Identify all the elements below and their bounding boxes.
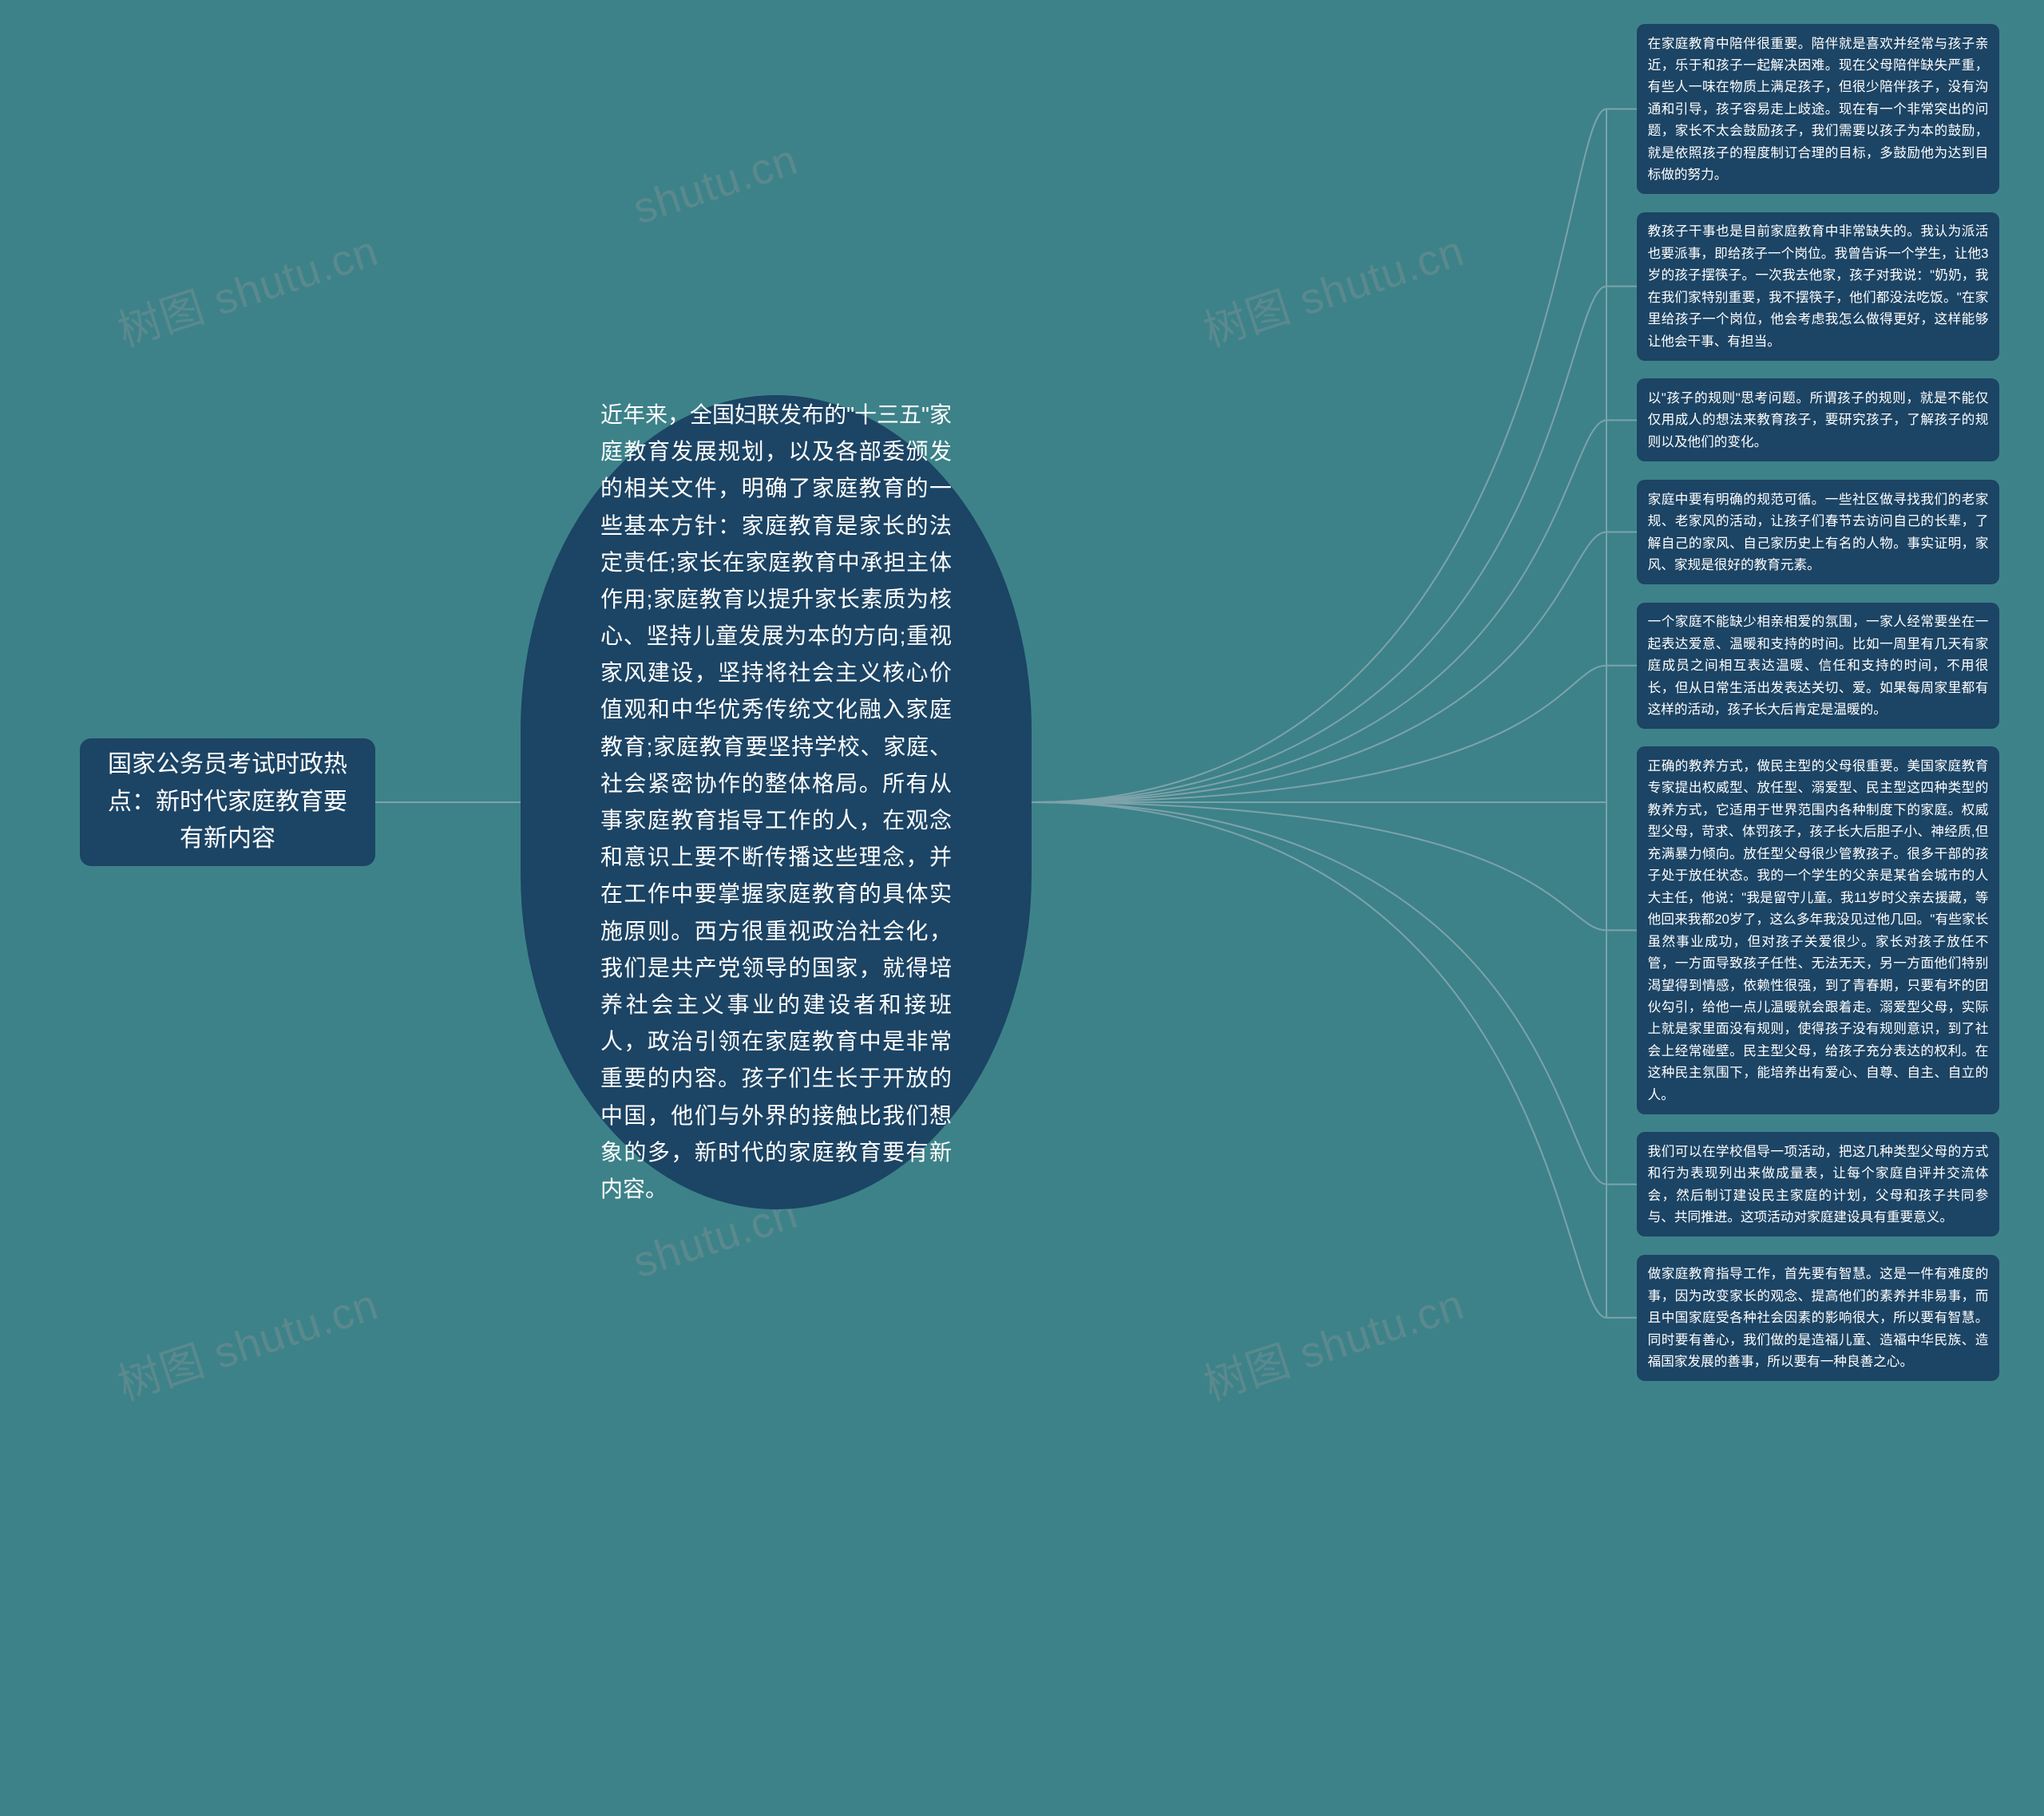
- canvas: 树图 shutu.cn shutu.cn 树图 shutu.cn 树图 shutu.c…: [0, 0, 2044, 1816]
- leaf-text: 在家庭教育中陪伴很重要。陪伴就是喜欢并经常与孩子亲近，乐于和孩子一起解决困难。现…: [1648, 36, 1989, 183]
- leaf-text: 教孩子干事也是目前家庭教育中非常缺失的。我认为派活也要派事，即给孩子一个岗位。我…: [1648, 224, 1989, 348]
- leaf-text: 家庭中要有明确的规范可循。一些社区做寻找我们的老家规、老家风的活动，让孩子们春节…: [1648, 492, 1989, 572]
- watermark: 树图 shutu.cn: [1194, 1269, 1471, 1413]
- leaf-text: 一个家庭不能缺少相亲相爱的氛围，一家人经常要坐在一起表达爱意、温暖和支持的时间。…: [1648, 614, 1989, 717]
- leaf-text: 做家庭教育指导工作，首先要有智慧。这是一件有难度的事，因为改变家长的观念、提高他…: [1648, 1266, 1989, 1369]
- leaf-text: 以"孩子的规则"思考问题。所谓孩子的规则，就是不能仅仅用成人的想法来教育孩子，要…: [1648, 390, 1989, 449]
- leaf-node[interactable]: 我们可以在学校倡导一项活动，把这几种类型父母的方式和行为表现列出来做成量表，让每…: [1637, 1132, 1999, 1236]
- leaf-node[interactable]: 家庭中要有明确的规范可循。一些社区做寻找我们的老家规、老家风的活动，让孩子们春节…: [1637, 480, 1999, 584]
- watermark: 树图 shutu.cn: [109, 1269, 385, 1413]
- watermark: 树图 shutu.cn: [1194, 216, 1471, 359]
- leaf-node[interactable]: 做家庭教育指导工作，首先要有智慧。这是一件有难度的事，因为改变家长的观念、提高他…: [1637, 1255, 1999, 1381]
- main-node[interactable]: 近年来，全国妇联发布的"十三五"家庭教育发展规划，以及各部委颁发的相关文件，明确…: [521, 395, 1032, 1209]
- leaf-text: 我们可以在学校倡导一项活动，把这几种类型父母的方式和行为表现列出来做成量表，让每…: [1648, 1144, 1989, 1225]
- watermark: shutu.cn: [628, 135, 804, 235]
- leaf-node[interactable]: 正确的教养方式，做民主型的父母很重要。美国家庭教育专家提出权威型、放任型、溺爱型…: [1637, 746, 1999, 1114]
- leaf-text: 正确的教养方式，做民主型的父母很重要。美国家庭教育专家提出权威型、放任型、溺爱型…: [1648, 758, 1989, 1102]
- leaf-node[interactable]: 以"孩子的规则"思考问题。所谓孩子的规则，就是不能仅仅用成人的想法来教育孩子，要…: [1637, 378, 1999, 461]
- root-node[interactable]: 国家公务员考试时政热点：新时代家庭教育要有新内容: [80, 738, 375, 866]
- leaf-node[interactable]: 在家庭教育中陪伴很重要。陪伴就是喜欢并经常与孩子亲近，乐于和孩子一起解决困难。现…: [1637, 24, 1999, 194]
- main-text: 近年来，全国妇联发布的"十三五"家庭教育发展规划，以及各部委颁发的相关文件，明确…: [600, 402, 952, 1201]
- watermark: 树图 shutu.cn: [109, 216, 385, 359]
- root-text: 国家公务员考试时政热点：新时代家庭教育要有新内容: [97, 746, 358, 858]
- leaf-node[interactable]: 教孩子干事也是目前家庭教育中非常缺失的。我认为派活也要派事，即给孩子一个岗位。我…: [1637, 212, 1999, 361]
- leaf-node[interactable]: 一个家庭不能缺少相亲相爱的氛围，一家人经常要坐在一起表达爱意、温暖和支持的时间。…: [1637, 603, 1999, 729]
